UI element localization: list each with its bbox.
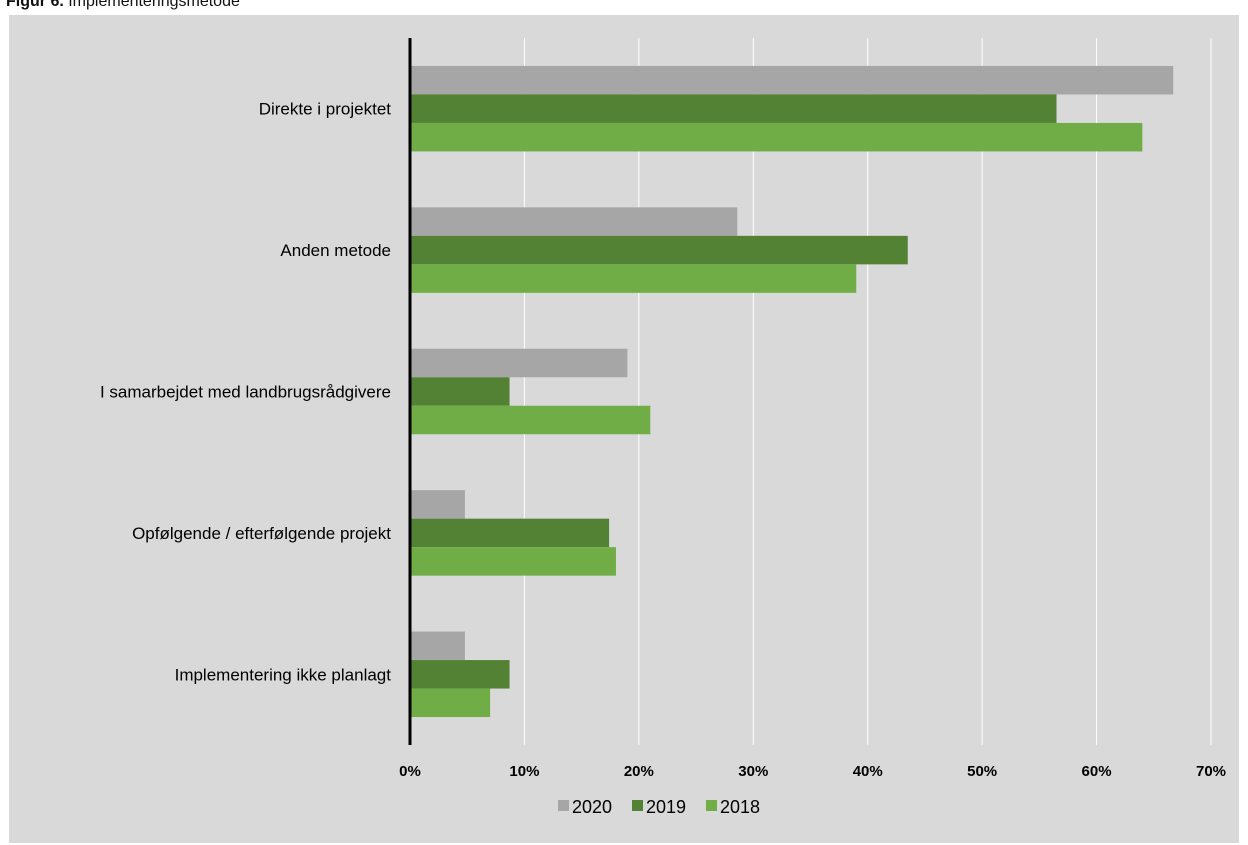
bar-2020	[410, 490, 465, 519]
legend-label-2020: 2020	[572, 797, 612, 817]
legend-label-2019: 2019	[646, 797, 686, 817]
bar-2019	[410, 518, 610, 548]
category-label: Anden metode	[280, 241, 391, 260]
legend-swatch-2020	[558, 800, 569, 811]
figure-caption-lead: Figur 6.	[6, 0, 64, 10]
bar-chart: 0% 10% 20% 30% 40% 50% 60% 70% Direkte i projekt…	[100, 38, 1226, 817]
labels: 0% 10% 20% 30% 40% 50% 60% 70% Direkte i projekt…	[100, 100, 1226, 780]
category-label: Opfølgende / efterfølgende projekt	[132, 524, 391, 543]
category-label: I samarbejdet med landbrugsrådgivere	[100, 383, 391, 402]
bar-2018	[410, 122, 1143, 152]
bars	[410, 65, 1174, 718]
x-tick-label: 40%	[853, 763, 883, 780]
x-tick-label: 30%	[738, 763, 768, 780]
x-tick-label: 50%	[967, 763, 997, 780]
x-tick-label: 0%	[399, 763, 421, 780]
bar-2019	[410, 660, 510, 689]
bar-2018	[410, 264, 857, 293]
bar-2020	[410, 348, 628, 378]
x-tick-label: 60%	[1082, 763, 1112, 780]
category-label: Implementering ikke planlagt	[175, 665, 392, 684]
gridlines	[523, 38, 1212, 745]
figure-caption: Figur 6. Implementeringsmetode	[6, 0, 240, 11]
bar-2020	[410, 207, 738, 236]
bar-2019	[410, 235, 908, 265]
legend-swatch-2019	[632, 800, 643, 811]
x-tick-label: 20%	[624, 763, 654, 780]
figure-caption-text: Implementeringsmetode	[68, 0, 240, 10]
chart-panel: 0% 10% 20% 30% 40% 50% 60% 70% Direkte i projekt…	[9, 15, 1239, 843]
bar-2018	[410, 688, 491, 718]
bar-2019	[410, 377, 510, 406]
x-tick-label: 70%	[1196, 763, 1226, 780]
bar-2018	[410, 547, 616, 576]
legend-label-2018: 2018	[720, 797, 760, 817]
legend: 2020 2019 2018	[558, 797, 760, 817]
bar-2019	[410, 94, 1057, 123]
bar-2018	[410, 405, 651, 435]
bar-2020	[410, 65, 1174, 95]
legend-swatch-2018	[706, 800, 717, 811]
x-tick-label: 10%	[509, 763, 539, 780]
category-label: Direkte i projektet	[259, 100, 392, 119]
bar-2020	[410, 631, 465, 661]
